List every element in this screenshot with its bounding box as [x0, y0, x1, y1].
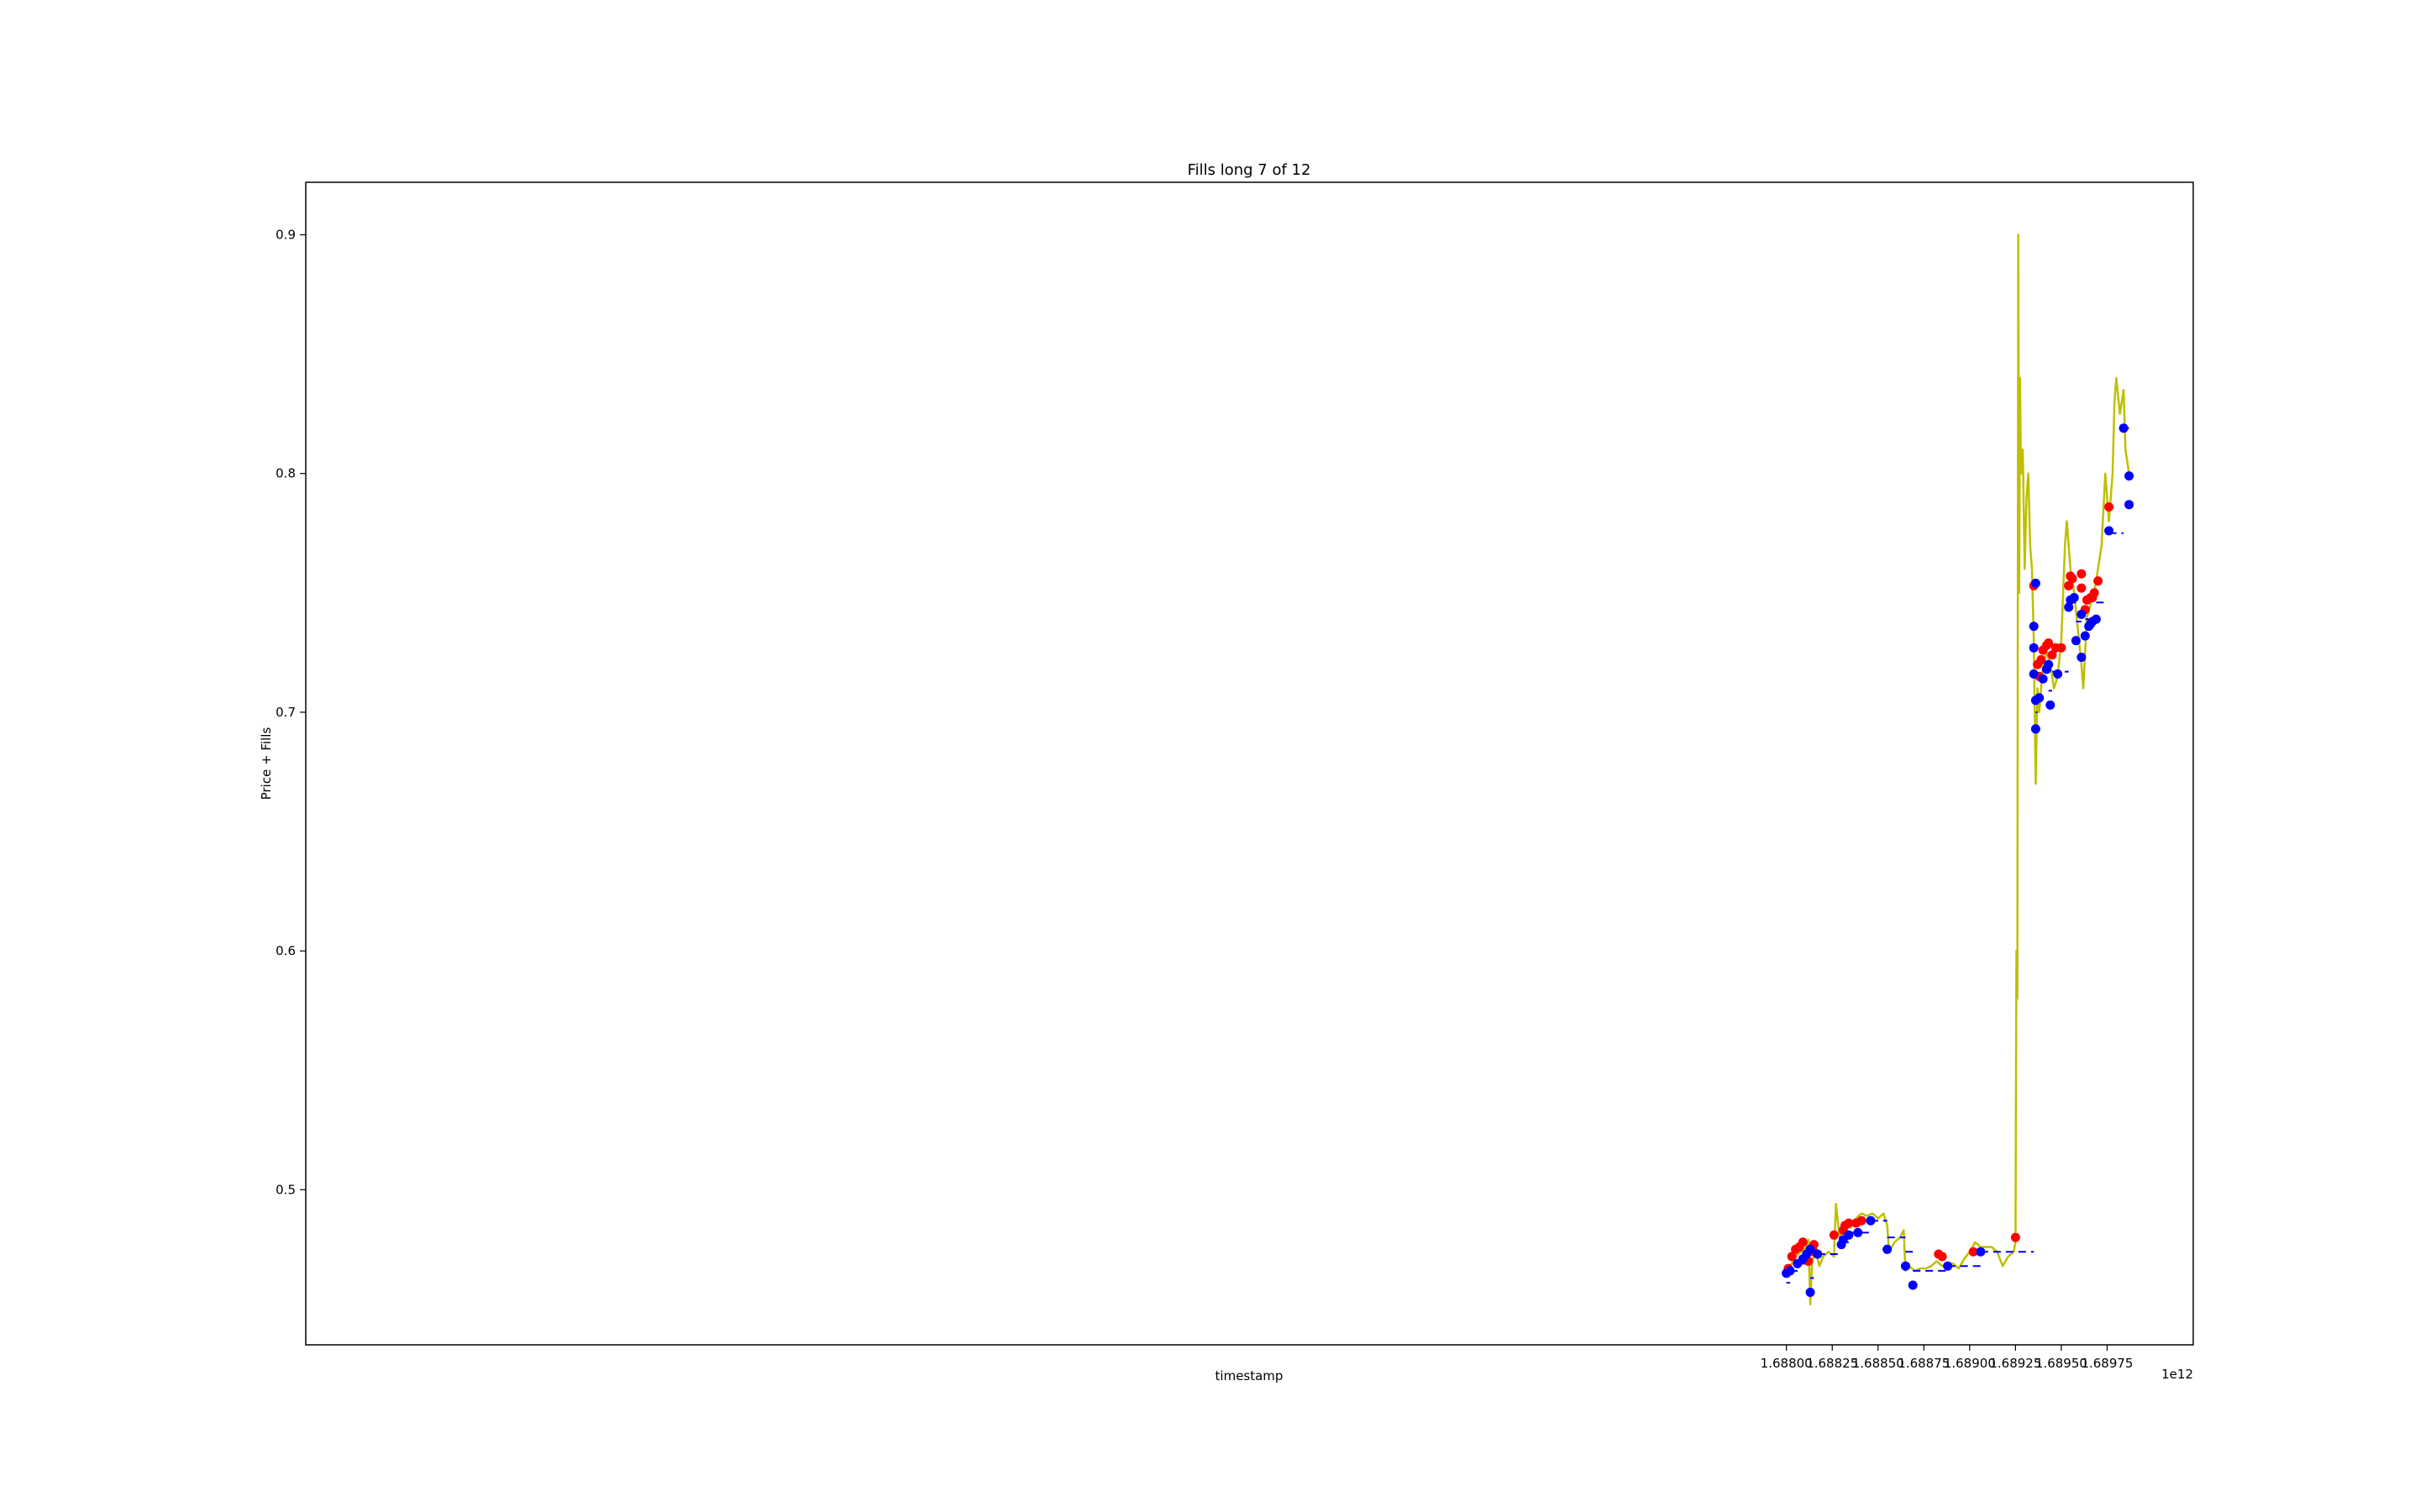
x-axis-label: timestamp [1215, 1368, 1284, 1383]
buy-fill-point [2076, 653, 2087, 662]
sell-fill-point [1798, 1237, 1808, 1247]
buy-fill-point [2045, 700, 2055, 710]
buy-fill-point [2064, 602, 2074, 612]
x-tick-label: 1.68975 [2081, 1356, 2133, 1371]
sell-fill-point [2089, 588, 2099, 598]
buy-fill-point [2053, 669, 2063, 679]
buy-fill-point [2104, 526, 2114, 536]
x-tick-label: 1.68875 [1898, 1356, 1950, 1371]
x-tick-label: 1.68925 [1989, 1356, 2041, 1371]
x-tick-label: 1.68850 [1852, 1356, 1904, 1371]
x-tick-label: 1.68800 [1761, 1356, 1813, 1371]
buy-fill-point [2076, 609, 2087, 619]
x-tick-label: 1.68900 [1944, 1356, 1996, 1371]
y-tick-label: 0.6 [276, 943, 296, 958]
buy-fill-point [1844, 1230, 1854, 1240]
y-tick-label: 0.9 [276, 228, 296, 243]
x-tick-label: 1.68950 [2035, 1356, 2087, 1371]
buy-fill-point [1943, 1261, 1953, 1271]
sell-fill-point [2093, 576, 2103, 586]
x-axis-ticks: 1.688001.688251.688501.688751.689001.689… [1761, 1345, 2133, 1371]
y-tick-label: 0.7 [276, 705, 296, 720]
buy-fill-point [2091, 614, 2101, 624]
buy-fill-point [1805, 1288, 1815, 1297]
sell-fill-point [2044, 638, 2054, 648]
y-axis-label: Price + Fills [259, 727, 274, 801]
buy-fills-layer [1782, 423, 2134, 1297]
sell-fill-point [1829, 1230, 1839, 1240]
x-tick-label: 1.68825 [1806, 1356, 1858, 1371]
sell-fill-point [2047, 650, 2057, 660]
sell-fill-point [2104, 502, 2114, 512]
sell-fill-point [1856, 1215, 1866, 1226]
buy-fill-point [2029, 622, 2039, 632]
buy-fill-point [2124, 471, 2134, 481]
buy-fill-point [1908, 1280, 1918, 1290]
buy-fill-point [2118, 423, 2129, 433]
buy-fill-point [1976, 1247, 1986, 1257]
buy-fill-point [2029, 643, 2039, 653]
buy-fill-point [2124, 500, 2134, 510]
x-axis-offset-label: 1e12 [2161, 1367, 2193, 1382]
buy-fill-point [2034, 693, 2045, 703]
buy-fill-point [1853, 1227, 1863, 1237]
buy-fill-point [1866, 1215, 1876, 1226]
buy-fill-point [2030, 724, 2040, 734]
sell-fill-point [2064, 580, 2074, 591]
buy-fill-point [1901, 1261, 1910, 1271]
chart-title: Fills long 7 of 12 [1188, 161, 1311, 179]
y-tick-label: 0.8 [276, 466, 296, 481]
sell-fill-point [1937, 1252, 1947, 1262]
buy-fill-point [1813, 1249, 1823, 1259]
sell-fill-point [2036, 654, 2046, 664]
y-axis-ticks: 0.5 0.6 0.7 0.8 0.9 [276, 228, 306, 1197]
buy-fill-point [2080, 631, 2090, 641]
sell-fill-point [2010, 1232, 2020, 1242]
buy-fill-point [1805, 1244, 1815, 1254]
sell-fill-point [2056, 643, 2066, 653]
plot-area [1782, 234, 2134, 1305]
buy-fill-point [2029, 669, 2039, 679]
buy-fill-point [1785, 1266, 1795, 1276]
sell-fill-point [1844, 1218, 1854, 1228]
sell-fill-point [1787, 1252, 1797, 1262]
sell-fill-point [2076, 583, 2087, 593]
y-tick-label: 0.5 [276, 1182, 296, 1197]
buy-fill-point [2030, 578, 2040, 588]
buy-fill-point [1882, 1244, 1893, 1254]
plot-frame [305, 181, 2194, 1346]
buy-fill-point [2071, 636, 2081, 646]
sell-fill-point [1968, 1247, 1978, 1257]
sell-fill-point [2067, 574, 2077, 584]
buy-fill-point [2038, 674, 2048, 684]
buy-fill-point [2044, 659, 2054, 669]
sell-fill-point [2076, 569, 2087, 579]
buy-fill-point [2069, 593, 2079, 602]
